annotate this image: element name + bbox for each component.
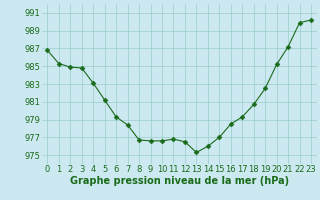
X-axis label: Graphe pression niveau de la mer (hPa): Graphe pression niveau de la mer (hPa) [70, 176, 289, 186]
